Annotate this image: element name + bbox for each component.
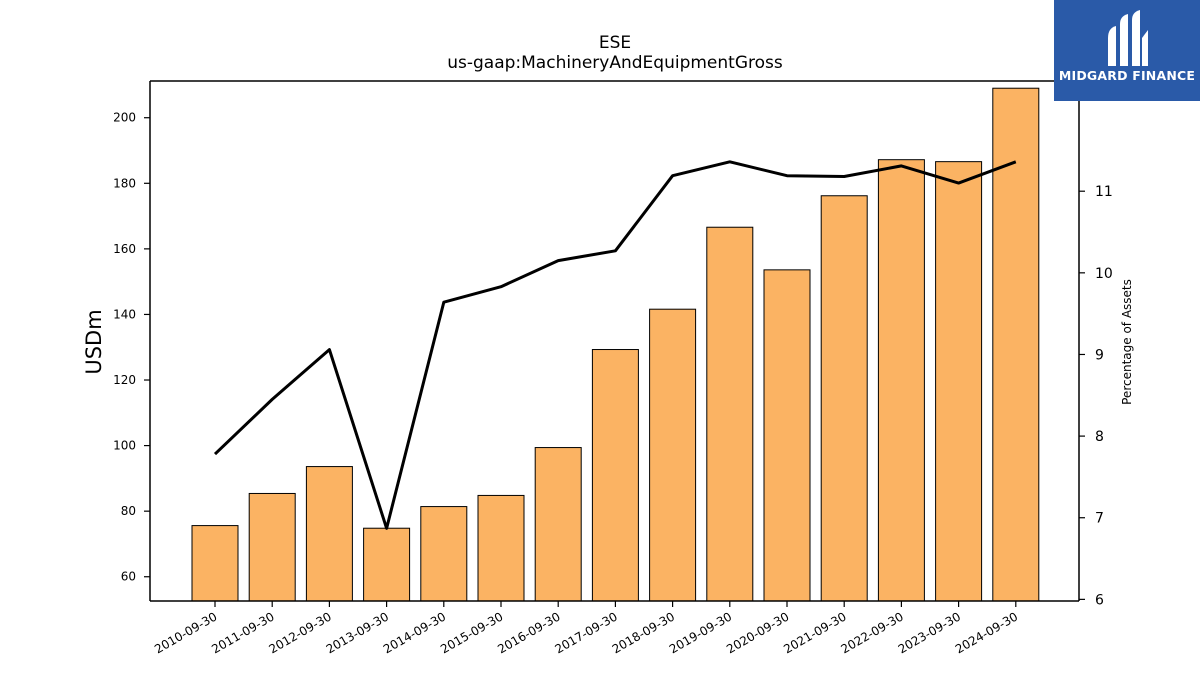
x-tick-label: 2020-09-30 — [724, 609, 791, 656]
y-tick-label-right: 11 — [1095, 184, 1113, 200]
x-tick-label: 2014-09-30 — [381, 609, 448, 656]
bar-2024-09-30 — [992, 87, 1040, 602]
y-tick-label-left: 120 — [113, 373, 136, 387]
chart-title: ESE — [599, 33, 631, 53]
x-tick-label: 2022-09-30 — [838, 609, 905, 656]
x-tick-label: 2017-09-30 — [552, 609, 619, 656]
x-tick-label: 2019-09-30 — [667, 609, 734, 656]
bar-2017-09-30 — [591, 349, 639, 602]
bar-2023-09-30 — [935, 161, 983, 602]
y-tick-label-left: 60 — [121, 570, 136, 584]
bar-2021-09-30 — [820, 195, 868, 602]
chart-subtitle: us-gaap:MachineryAndEquipmentGross — [447, 53, 783, 73]
x-axis: 2010-09-302011-09-302012-09-302013-09-30… — [152, 601, 1020, 656]
bar-2016-09-30 — [534, 447, 582, 602]
y-axis-right: 6 7 8 9 10 11 — [1079, 184, 1113, 608]
y-tick-label-right: 7 — [1095, 511, 1104, 527]
y-tick-label-left: 180 — [113, 176, 136, 190]
y-tick-label-left: 100 — [113, 439, 136, 453]
y-tick-label-left: 200 — [113, 111, 136, 125]
y-tick-label-right: 8 — [1095, 429, 1104, 445]
bar-2010-09-30 — [191, 525, 239, 602]
y-axis-left: 60 80 100 120 140 160 180 200 — [113, 111, 150, 584]
bar-2012-09-30 — [305, 466, 353, 602]
bar-2014-09-30 — [420, 506, 468, 602]
bar-2019-09-30 — [706, 226, 754, 602]
x-tick-label: 2013-09-30 — [324, 609, 391, 656]
x-tick-label: 2021-09-30 — [781, 609, 848, 656]
y-tick-label-left: 80 — [121, 504, 136, 518]
midgard-logo-icon — [1108, 10, 1148, 66]
bar-2018-09-30 — [649, 308, 697, 602]
bar-2020-09-30 — [763, 269, 811, 602]
y-axis-label-right: Percentage of Assets — [1120, 279, 1134, 405]
y-tick-label-right: 10 — [1095, 266, 1113, 282]
bar-2013-09-30 — [363, 527, 411, 602]
x-tick-label: 2016-09-30 — [495, 609, 562, 656]
line-series — [213, 160, 1017, 530]
percentage-line — [213, 160, 1017, 530]
midgard-finance-logo: MIDGARD FINANCE — [1054, 0, 1200, 101]
x-tick-label: 2024-09-30 — [953, 609, 1020, 656]
y-tick-label-left: 160 — [113, 242, 136, 256]
x-tick-label: 2015-09-30 — [438, 609, 505, 656]
bar-2011-09-30 — [248, 492, 296, 602]
y-tick-label-right: 6 — [1095, 592, 1104, 608]
x-tick-label: 2010-09-30 — [152, 609, 219, 656]
y-axis-label-left: USDm — [82, 309, 106, 374]
x-tick-label: 2023-09-30 — [896, 609, 963, 656]
x-tick-label: 2018-09-30 — [610, 609, 677, 656]
bar-series — [191, 87, 1040, 602]
x-tick-label: 2011-09-30 — [209, 609, 276, 656]
axes — [149, 80, 1080, 602]
bar-2022-09-30 — [877, 159, 925, 602]
y-tick-label-right: 9 — [1095, 347, 1104, 363]
x-tick-label: 2012-09-30 — [266, 609, 333, 656]
bar-2015-09-30 — [477, 494, 525, 602]
y-tick-label-left: 140 — [113, 307, 136, 321]
logo-text: MIDGARD FINANCE — [1058, 68, 1196, 83]
